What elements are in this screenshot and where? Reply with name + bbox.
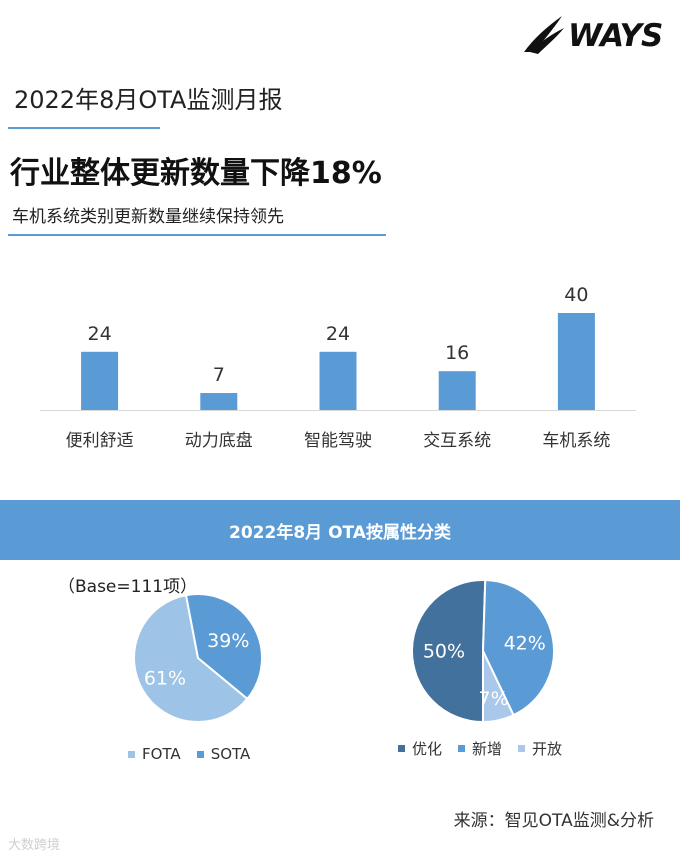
bar-value-label: 40 xyxy=(564,284,588,306)
subheadline-divider xyxy=(8,234,386,236)
pie-slice xyxy=(184,593,263,701)
fota-sota-legend: FOTA SOTA xyxy=(128,745,250,763)
banner-title: 2022年8月 OTA按属性分类 xyxy=(229,522,451,543)
bar-category-label: 车机系统 xyxy=(542,431,610,451)
legend-label: 优化 xyxy=(412,740,443,758)
legend-label: SOTA xyxy=(210,745,251,763)
bar-value-label: 24 xyxy=(88,323,112,345)
bar xyxy=(438,371,476,410)
pie-value-label: 42% xyxy=(504,632,546,654)
legend-swatch xyxy=(196,750,204,758)
pie-slice xyxy=(133,593,249,723)
pie-value-label: 61% xyxy=(144,668,186,690)
legend-swatch xyxy=(458,745,466,752)
ways-logo: WAYS xyxy=(520,12,678,58)
title-divider xyxy=(8,127,160,129)
bar xyxy=(81,351,119,410)
section-banner: 2022年8月 OTA按属性分类 xyxy=(0,500,680,560)
bar-value-label: 16 xyxy=(445,342,469,364)
legend-item: 优化 xyxy=(398,738,442,759)
legend-item: 新增 xyxy=(458,738,502,759)
legend-item: 开放 xyxy=(518,738,562,759)
ways-swoosh-icon xyxy=(524,16,564,54)
legend-swatch xyxy=(398,745,405,752)
pie-slice xyxy=(482,650,515,724)
legend-item: SOTA xyxy=(196,745,251,763)
bar xyxy=(557,313,595,410)
legend-label: FOTA xyxy=(142,745,181,763)
headline: 行业整体更新数量下降18% xyxy=(10,156,382,191)
update-type-pie-chart: 50% 42% 7% xyxy=(411,579,555,724)
bar xyxy=(200,393,238,410)
fota-sota-pie-chart: 61% 39% xyxy=(133,593,263,723)
legend-swatch xyxy=(518,745,526,752)
legend-swatch xyxy=(128,750,135,758)
legend-label: 新增 xyxy=(472,740,503,758)
watermark: 大数跨境 xyxy=(8,838,61,853)
report-title: 2022年8月OTA监测月报 xyxy=(14,86,283,114)
brand-name: WAYS xyxy=(568,18,663,54)
pie-slice xyxy=(481,579,555,717)
legend-label: 开放 xyxy=(532,740,563,758)
bar-category-label: 便利舒适 xyxy=(66,431,134,451)
category-bar-chart: 24 便利舒适 7 动力底盘 24 智能驾驶 16 交互系统 40 车机系统 xyxy=(40,284,636,451)
legend-item: FOTA xyxy=(128,745,181,763)
update-type-legend: 优化 新增 开放 xyxy=(398,738,562,759)
pie-value-label: 7% xyxy=(479,688,509,710)
source-note: 来源：智见OTA监测&分析 xyxy=(453,811,654,831)
pie-value-label: 39% xyxy=(207,630,249,652)
bar-category-label: 交互系统 xyxy=(423,431,491,451)
bar xyxy=(319,351,357,410)
pie-slice xyxy=(411,579,487,724)
pie-value-label: 50% xyxy=(423,640,465,662)
base-note: （Base=111项） xyxy=(58,577,198,597)
bar-category-label: 智能驾驶 xyxy=(304,431,372,451)
subheadline: 车机系统类别更新数量继续保持领先 xyxy=(12,207,284,227)
bar-value-label: 24 xyxy=(326,323,350,345)
bar-category-label: 动力底盘 xyxy=(185,431,253,451)
bar-value-label: 7 xyxy=(213,364,225,386)
